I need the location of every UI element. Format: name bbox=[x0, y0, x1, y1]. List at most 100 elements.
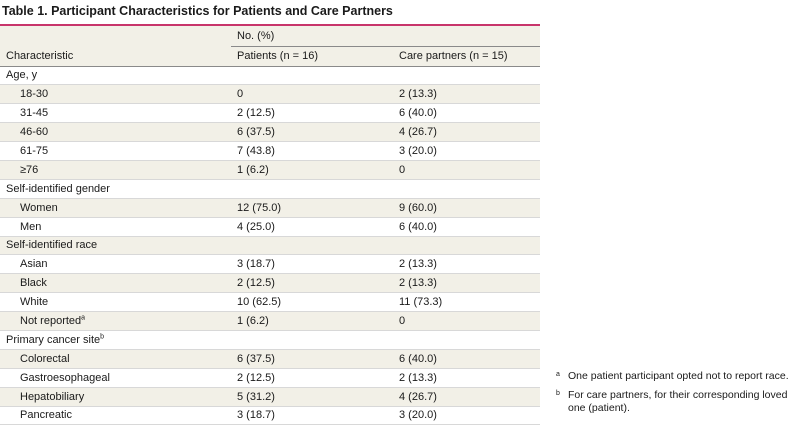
table-row: 46-60 6 (37.5) 4 (26.7) bbox=[0, 122, 540, 143]
footnote-b: b For care partners, for their correspon… bbox=[556, 389, 788, 414]
patients-cell bbox=[231, 236, 393, 256]
patients-cell: 5 (31.2) bbox=[231, 387, 393, 407]
patients-cell: 10 (62.5) bbox=[231, 292, 393, 313]
table-row: Pancreatic 3 (18.7) 3 (20.0) bbox=[0, 406, 540, 425]
table-body: Age, y 18-30 0 2 (13.3) 31-45 2 (12.5) 6 (40.0… bbox=[0, 66, 540, 425]
row-label: Asian bbox=[0, 254, 231, 275]
row-label: Women bbox=[0, 198, 231, 218]
patients-header: Patients (n = 16) bbox=[231, 46, 393, 67]
care-partners-cell: 9 (60.0) bbox=[393, 198, 540, 218]
row-label-text: Hepatobiliary bbox=[20, 390, 85, 403]
table-row: Black 2 (12.5) 2 (13.3) bbox=[0, 273, 540, 294]
care-partners-cell: 2 (13.3) bbox=[393, 254, 540, 275]
care-partners-cell: 6 (40.0) bbox=[393, 217, 540, 237]
participant-table: Table 1. Participant Characteristics for… bbox=[0, 0, 540, 425]
patients-cell: 3 (18.7) bbox=[231, 406, 393, 425]
row-label-text: Men bbox=[20, 220, 42, 233]
patients-cell: 0 bbox=[231, 84, 393, 105]
row-label-text: ≥76 bbox=[20, 163, 39, 176]
row-label: Self-identified race bbox=[0, 236, 231, 256]
row-label-text: Primary cancer site bbox=[6, 333, 101, 346]
footnotes: a One patient participant opted not to r… bbox=[556, 370, 796, 421]
group-header: No. (%) bbox=[231, 26, 540, 47]
table-row: ≥76 1 (6.2) 0 bbox=[0, 160, 540, 180]
patients-cell bbox=[231, 330, 393, 350]
patients-cell: 6 (37.5) bbox=[231, 349, 393, 369]
row-label-text: Asian bbox=[20, 258, 48, 271]
section-row: Primary cancer siteb bbox=[0, 330, 540, 350]
row-label-text: Self-identified gender bbox=[6, 182, 110, 195]
row-label: Black bbox=[0, 273, 231, 294]
care-partners-cell: 4 (26.7) bbox=[393, 387, 540, 407]
footnote-text: One patient participant opted not to rep… bbox=[568, 370, 789, 382]
row-label: Pancreatic bbox=[0, 406, 231, 425]
table-row: Gastroesophageal 2 (12.5) 2 (13.3) bbox=[0, 368, 540, 388]
footnote-mark: a bbox=[81, 314, 86, 322]
row-label: 46-60 bbox=[0, 122, 231, 143]
row-label-text: Women bbox=[20, 201, 58, 214]
row-label-text: Self-identified race bbox=[6, 239, 98, 252]
row-label: 61-75 bbox=[0, 141, 231, 161]
table-row: Hepatobiliary 5 (31.2) 4 (26.7) bbox=[0, 387, 540, 407]
care-partners-cell: 6 (40.0) bbox=[393, 103, 540, 124]
row-label-text: Pancreatic bbox=[20, 409, 72, 422]
table-row: 31-45 2 (12.5) 6 (40.0) bbox=[0, 103, 540, 124]
care-partners-cell: 3 (20.0) bbox=[393, 406, 540, 425]
row-label-text: 18-30 bbox=[20, 88, 49, 101]
row-label-text: Age, y bbox=[6, 69, 38, 82]
header-row-group: No. (%) bbox=[0, 26, 540, 47]
row-label: Primary cancer siteb bbox=[0, 330, 231, 350]
table-title: Table 1. Participant Characteristics for… bbox=[0, 0, 540, 26]
patients-cell: 1 (6.2) bbox=[231, 311, 393, 331]
table-row: Men 4 (25.0) 6 (40.0) bbox=[0, 217, 540, 237]
care-partners-cell: 11 (73.3) bbox=[393, 292, 540, 313]
row-label: Self-identified gender bbox=[0, 179, 231, 199]
patients-cell: 2 (12.5) bbox=[231, 103, 393, 124]
care-partners-cell: 4 (26.7) bbox=[393, 122, 540, 143]
table-row: Not reporteda 1 (6.2) 0 bbox=[0, 311, 540, 331]
table-row: 18-30 0 2 (13.3) bbox=[0, 84, 540, 105]
row-label: Age, y bbox=[0, 66, 231, 86]
table-row: Women 12 (75.0) 9 (60.0) bbox=[0, 198, 540, 218]
table-row: Asian 3 (18.7) 2 (13.3) bbox=[0, 254, 540, 275]
care-partners-cell bbox=[393, 179, 540, 199]
patients-cell bbox=[231, 66, 393, 86]
section-row: Self-identified race bbox=[0, 236, 540, 256]
care-partners-cell: 2 (13.3) bbox=[393, 273, 540, 294]
patients-cell: 1 (6.2) bbox=[231, 160, 393, 180]
row-label: ≥76 bbox=[0, 160, 231, 180]
row-label-text: Not reported bbox=[20, 315, 82, 328]
row-label-text: White bbox=[20, 296, 49, 309]
patients-cell: 2 (12.5) bbox=[231, 368, 393, 388]
row-label: 31-45 bbox=[0, 103, 231, 124]
row-label-text: Colorectal bbox=[20, 352, 70, 365]
row-label-text: Black bbox=[20, 277, 47, 290]
care-partners-cell: 0 bbox=[393, 160, 540, 180]
data-table: No. (%) Characteristic Patients (n = 16)… bbox=[0, 26, 540, 425]
patients-cell: 12 (75.0) bbox=[231, 198, 393, 218]
patients-cell bbox=[231, 179, 393, 199]
care-partners-header: Care partners (n = 15) bbox=[393, 46, 540, 67]
footnote-a: a One patient participant opted not to r… bbox=[556, 370, 789, 382]
section-row: Age, y bbox=[0, 66, 540, 86]
table-row: 61-75 7 (43.8) 3 (20.0) bbox=[0, 141, 540, 161]
characteristic-header: Characteristic bbox=[0, 46, 231, 67]
patients-cell: 7 (43.8) bbox=[231, 141, 393, 161]
care-partners-cell: 6 (40.0) bbox=[393, 349, 540, 369]
table-row: Colorectal 6 (37.5) 6 (40.0) bbox=[0, 349, 540, 369]
row-label: 18-30 bbox=[0, 84, 231, 105]
patients-cell: 4 (25.0) bbox=[231, 217, 393, 237]
care-partners-cell bbox=[393, 330, 540, 350]
row-label-text: 31-45 bbox=[20, 107, 49, 120]
footnote-text: For care partners, for their correspondi… bbox=[568, 389, 788, 414]
patients-cell: 6 (37.5) bbox=[231, 122, 393, 143]
care-partners-cell bbox=[393, 236, 540, 256]
patients-cell: 3 (18.7) bbox=[231, 254, 393, 275]
header-row-columns: Characteristic Patients (n = 16) Care pa… bbox=[0, 46, 540, 67]
patients-cell: 2 (12.5) bbox=[231, 273, 393, 294]
table-row: White 10 (62.5) 11 (73.3) bbox=[0, 292, 540, 313]
row-label-text: Gastroesophageal bbox=[20, 371, 110, 384]
section-row: Self-identified gender bbox=[0, 179, 540, 199]
row-label: Hepatobiliary bbox=[0, 387, 231, 407]
care-partners-cell: 2 (13.3) bbox=[393, 84, 540, 105]
